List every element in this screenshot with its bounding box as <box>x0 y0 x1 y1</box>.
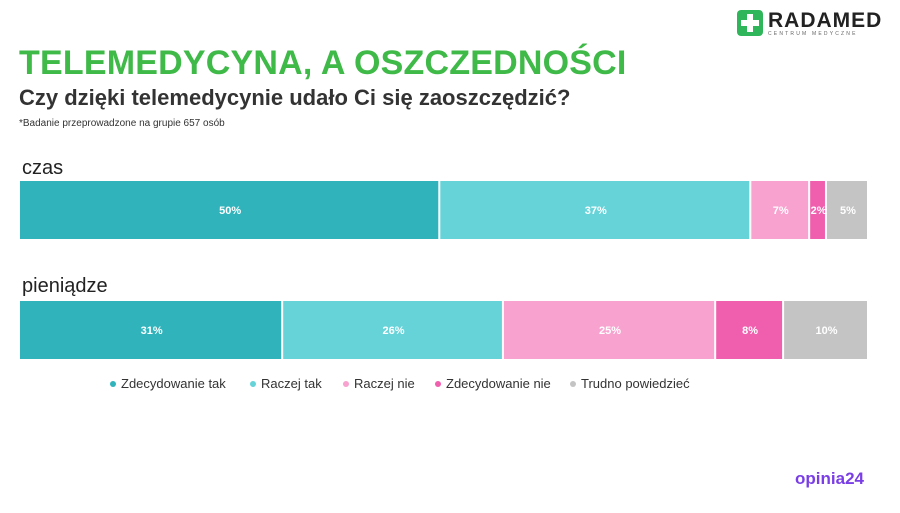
legend-label: Raczej tak <box>261 376 322 391</box>
legend-marker <box>570 381 576 387</box>
legend-marker <box>435 381 441 387</box>
survey-footnote: *Badanie przeprowadzone na grupie 657 os… <box>19 118 225 129</box>
chart-svg: czas 50% 37% 7% 2% 5% pieniądze 31% 26% 25% 8% 10% Z… <box>20 157 867 391</box>
bar-segment <box>810 181 825 239</box>
legend-marker <box>110 381 116 387</box>
data-label: 50% <box>219 205 241 217</box>
legend-marker <box>343 381 349 387</box>
data-label: 25% <box>599 325 621 337</box>
medical-cross-icon <box>737 10 763 36</box>
bar-segment <box>440 181 750 239</box>
legend-label: Zdecydowanie tak <box>121 376 226 391</box>
legend-label: Trudno powiedzieć <box>581 376 690 391</box>
data-label: 31% <box>141 325 163 337</box>
page-subtitle: Czy dzięki telemedycynie udało Ci się za… <box>19 85 571 110</box>
logo-name: RADAMED <box>768 8 883 32</box>
data-label: 10% <box>816 325 838 337</box>
category-label: pieniądze <box>22 275 108 297</box>
legend-label: Zdecydowanie nie <box>446 376 551 391</box>
bar-segment <box>826 181 867 239</box>
data-label: 5% <box>840 205 856 217</box>
data-label: 26% <box>383 325 405 337</box>
bar-segment <box>20 181 439 239</box>
category-label: czas <box>22 157 63 179</box>
bar-segment <box>784 301 867 359</box>
logo-tagline: CENTRUM MEDYCZNE <box>768 30 858 37</box>
legend-label: Raczej nie <box>354 376 415 391</box>
legend-marker <box>250 381 256 387</box>
bar-segment <box>283 301 502 359</box>
bar-segment <box>716 301 783 359</box>
data-label: 7% <box>773 205 789 217</box>
page-title: TELEMEDYCYNA, A OSZCZEDNOŚCI <box>19 44 627 82</box>
data-label: 2% <box>811 205 827 217</box>
bar-segment <box>751 181 809 239</box>
bar-segment <box>20 301 282 359</box>
opinia24-logo: opinia24 <box>795 469 864 489</box>
data-label: 37% <box>585 205 607 217</box>
opinia-logo-text: opinia <box>795 469 846 488</box>
data-label: 8% <box>742 325 758 337</box>
stacked-bar-chart: czas 50% 37% 7% 2% 5% pieniądze 31% 26% 25% 8% 10% Z… <box>0 150 900 400</box>
opinia-logo-number: 24 <box>845 469 864 488</box>
bar-segment <box>503 301 715 359</box>
radamed-logo: RADAMED CENTRUM MEDYCZNE <box>737 8 882 38</box>
